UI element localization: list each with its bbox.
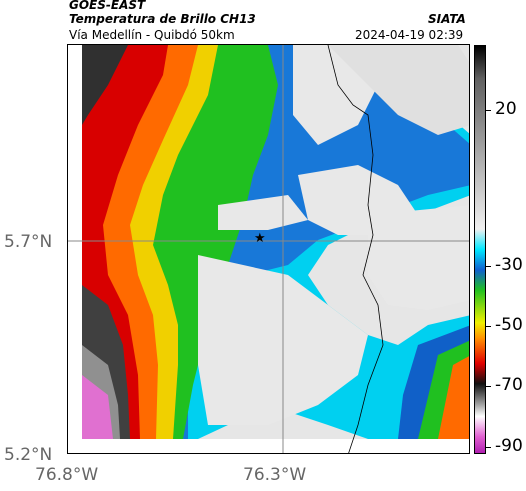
brightness-temperature-field (68, 45, 469, 453)
colorbar-label-minus-30: -30 (495, 255, 523, 275)
satellite-name: GOES-EAST (69, 0, 146, 12)
colorbar (474, 45, 486, 454)
colorbar-label-20: 20 (495, 99, 517, 119)
satellite-map[interactable]: ★ (67, 44, 470, 454)
product-title: Temperatura de Brillo CH13 (69, 12, 256, 26)
colorbar-tick (486, 266, 491, 267)
colorbar-tick (486, 110, 491, 111)
colorbar-tick (486, 326, 491, 327)
colorbar-label-minus-70: -70 (495, 375, 523, 395)
colorbar-label-minus-50: -50 (495, 315, 523, 335)
lat-label-5-7: 5.7°N (4, 232, 53, 252)
organization-label: SIATA (428, 12, 466, 26)
colorbar-tick (486, 447, 491, 448)
star-icon: ★ (254, 231, 266, 246)
colorbar-label-minus-90: -90 (495, 436, 523, 456)
lon-label-76-8: 76.8°W (35, 465, 99, 485)
lat-label-5-2: 5.2°N (4, 445, 53, 465)
colorbar-tick (486, 386, 491, 387)
timestamp-label: 2024-04-19 02:39 (355, 28, 464, 42)
lon-label-76-3: 76.3°W (243, 465, 307, 485)
route-label: Vía Medellín - Quibdó 50km (69, 28, 235, 42)
